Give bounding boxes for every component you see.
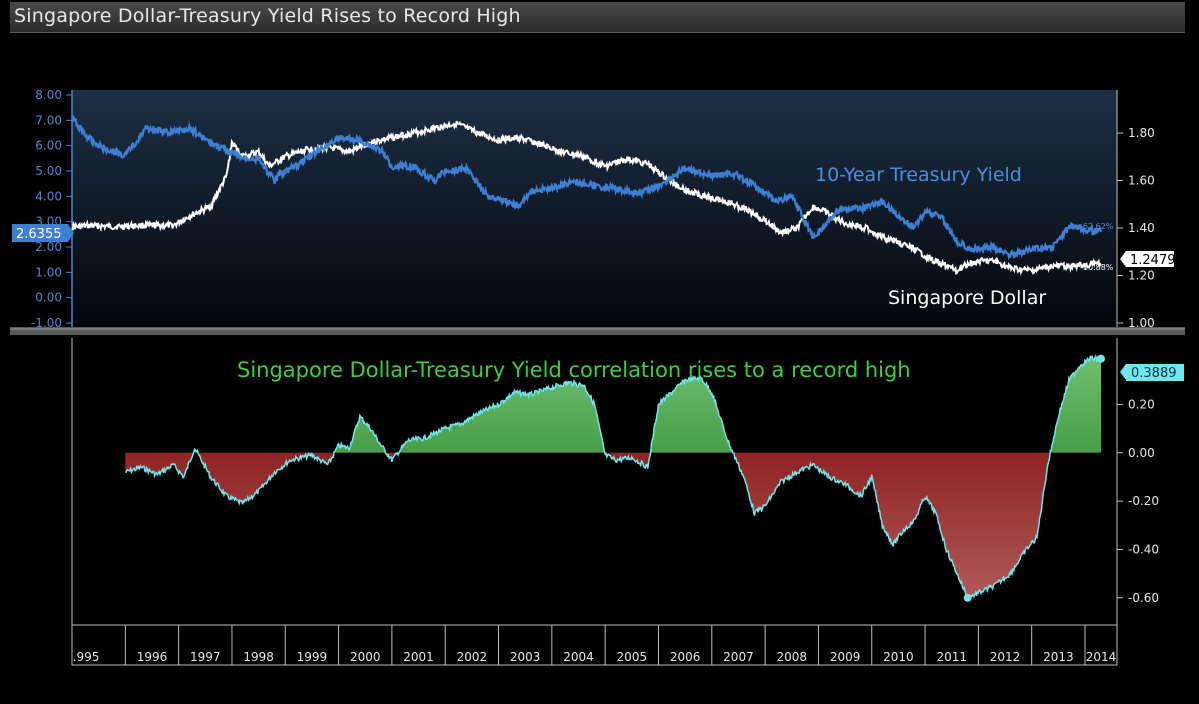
x-tick-label: 2003 (510, 650, 541, 664)
x-tick-label: 1998 (243, 650, 274, 664)
sgd-current-tag: 1.2479 (1120, 251, 1176, 268)
sgd-label: Singapore Dollar (888, 287, 1046, 309)
left-tick-label: 4.00 (35, 189, 62, 203)
right-tick-label: 1.40 (1128, 221, 1155, 235)
x-tick-label: 2004 (563, 650, 594, 664)
x-tick-label: 2001 (403, 650, 434, 664)
top-panel-background (72, 90, 1117, 328)
x-tick-label: 2005 (617, 650, 648, 664)
left-tick-label: 6.00 (35, 139, 62, 153)
left-tick-label: 0.00 (35, 291, 62, 305)
x-tick-label: 2012 (990, 650, 1021, 664)
x-tick-label: 2011 (936, 650, 967, 664)
right-tick-label: 1.20 (1128, 269, 1155, 283)
correlation-current-tag: 0.3889 (1120, 364, 1184, 381)
x-tick-label: .995 (73, 650, 100, 664)
treasury-label: 10-Year Treasury Yield (815, 164, 1022, 186)
treasury-change: -62.62% (1080, 222, 1114, 231)
correlation-current-value: 0.3889 (1131, 366, 1177, 381)
treasury-current-tag: 2.6355 (12, 224, 74, 242)
left-tick-label: -1.00 (31, 316, 62, 330)
correlation-annotation: Singapore Dollar-Treasury Yield correlat… (237, 358, 911, 382)
record-low-marker (963, 593, 972, 602)
top-right-ticks: 1.80 1.60 1.40 1.20 1.00 (1117, 126, 1155, 330)
x-tick-label: 2010 (883, 650, 914, 664)
x-tick-label: 2002 (457, 650, 488, 664)
x-tick-label: 2006 (670, 650, 701, 664)
x-axis: .995 1996 1997 1998 1999 2000 2001 2002 2003 2004… (71, 624, 1118, 666)
x-tick-label: 1997 (190, 650, 221, 664)
left-tick-label: 2.00 (35, 240, 62, 254)
left-tick-label: 1.00 (35, 265, 62, 279)
title-bar: Singapore Dollar-Treasury Yield Rises to… (10, 2, 1185, 33)
correlation-line (125, 353, 1102, 601)
bottom-right-ticks: 0.20 0.00 -0.20 -0.40 -0.60 (1117, 397, 1159, 605)
x-tick-label: 2008 (776, 650, 807, 664)
x-tick-label: 2014 (1086, 650, 1117, 664)
sgd-current-value: 1.2479 (1130, 253, 1176, 268)
x-tick-label: 2000 (350, 650, 381, 664)
right-tick-label: 1.60 (1128, 174, 1155, 188)
sgd-change: -10.88% (1080, 263, 1114, 272)
x-tick-label: 2009 (830, 650, 861, 664)
top-left-ticks: 8.007.006.005.004.003.002.001.000.00-1.0… (31, 88, 72, 330)
corr-tick-label: -0.60 (1128, 591, 1159, 605)
treasury-line (70, 114, 1103, 261)
x-tick-label: 2007 (723, 650, 754, 664)
x-tick-label: 1999 (297, 650, 328, 664)
sgd-line (71, 120, 1102, 276)
window-title: Singapore Dollar-Treasury Yield Rises to… (14, 5, 521, 27)
negative-correlation-area (125, 452, 1101, 600)
panel-divider (10, 327, 1185, 335)
right-tick-label: 1.00 (1128, 316, 1155, 330)
record-high-marker (1097, 354, 1106, 363)
x-tick-label: 1996 (137, 650, 168, 664)
corr-tick-label: 0.20 (1128, 397, 1155, 411)
corr-tick-label: 0.00 (1128, 446, 1155, 460)
corr-tick-label: -0.20 (1128, 494, 1159, 508)
left-tick-label: 8.00 (35, 88, 62, 102)
corr-tick-label: -0.40 (1128, 542, 1159, 556)
treasury-current-value: 2.6355 (16, 227, 62, 242)
top-series (70, 114, 1103, 276)
left-tick-label: 5.00 (35, 164, 62, 178)
x-tick-label: 2013 (1043, 650, 1074, 664)
left-tick-label: 7.00 (35, 113, 62, 127)
correlation-series (125, 353, 1106, 602)
right-tick-label: 1.80 (1128, 126, 1155, 140)
